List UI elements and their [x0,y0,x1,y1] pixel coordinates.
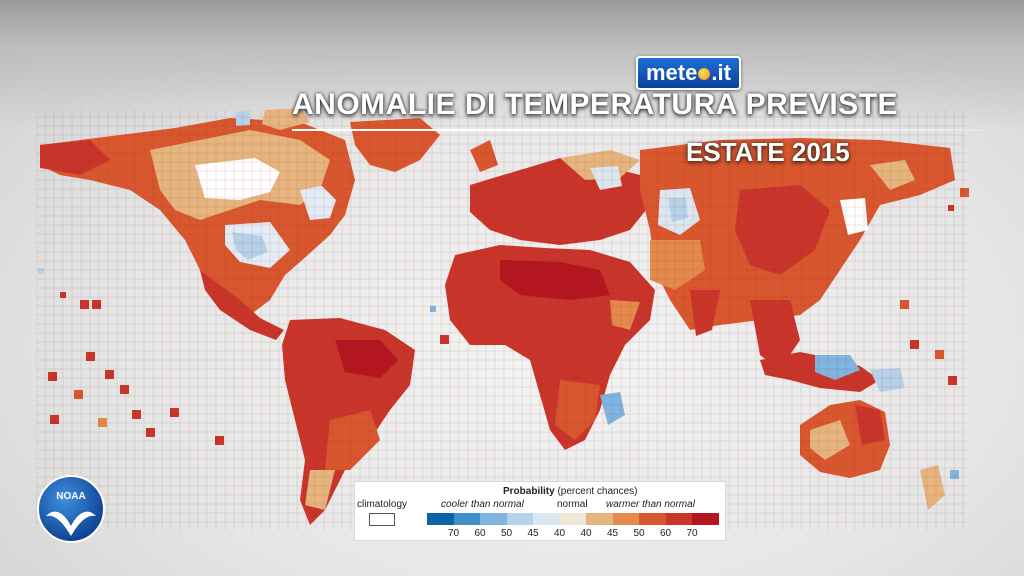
legend-tick-label: 60 [659,528,672,539]
climatology-swatch [369,513,395,526]
legend-swatch [692,513,719,525]
noaa-text: NOAA [56,491,85,502]
legend-swatch [453,513,480,525]
page-title: ANOMALIE DI TEMPERATURA PREVISTE [292,88,899,121]
legend-tick-label: 40 [580,528,592,539]
legend-tick-label: 45 [527,528,539,539]
normal-label: normal [557,499,588,510]
legend-tick-label: 60 [474,528,486,539]
legend-swatch [639,513,666,525]
legend-swatch [506,513,533,525]
legend-tick-label: 40 [553,528,566,539]
tick-labels: 70 60 50 45 40 40 45 50 60 70 [427,528,719,540]
legend-swatch [533,513,560,525]
legend-swatch [559,513,586,525]
legend-tick-label: 45 [606,528,619,539]
meteo-logo: mete .it [636,56,741,90]
legend-swatch [586,513,613,525]
sun-dot-icon [698,68,711,80]
noaa-logo: NOAA [37,475,105,543]
legend-tick-label: 70 [447,528,460,539]
warmer-label: warmer than normal [606,499,695,510]
legend-tick-label: 70 [686,528,698,539]
color-scale [427,513,719,525]
title-divider [292,129,1024,131]
legend-swatch [665,513,692,525]
climatology-label: climatology [357,499,408,510]
cooler-label: cooler than normal [441,499,524,510]
legend-tick-label: 50 [633,528,645,539]
background-shade [0,0,1024,130]
legend-swatch [612,513,639,525]
legend-swatch [480,513,507,525]
page-subtitle: ESTATE 2015 [686,137,850,167]
legend-title: Probability (percent chances) [503,486,638,497]
legend-swatch [427,513,454,525]
probability-legend: Probability (percent chances) climatolog… [354,481,726,541]
legend-tick-label: 50 [500,528,513,539]
